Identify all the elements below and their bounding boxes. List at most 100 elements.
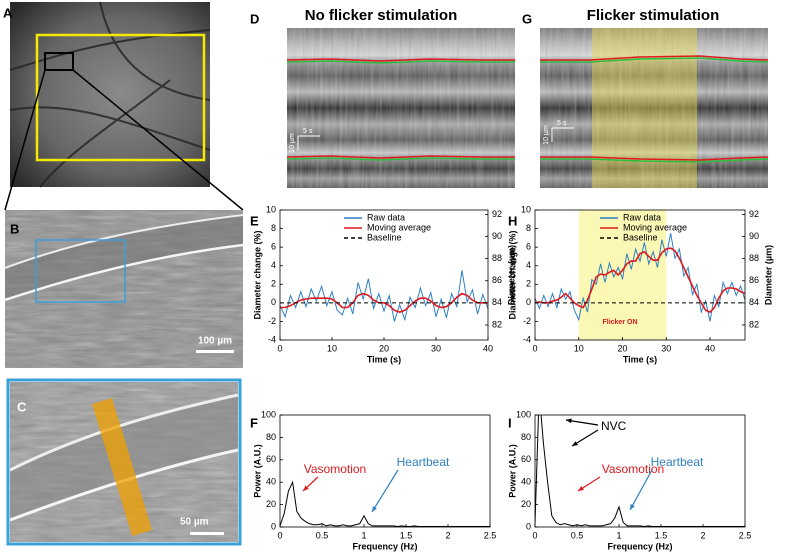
x-tick-label: 2.5: [484, 530, 497, 540]
x-tick-label: 20: [617, 343, 627, 353]
spectrum-line: [280, 480, 490, 527]
plot-frame: [279, 209, 489, 341]
vessel-wall: [10, 393, 238, 472]
vessel: [5, 215, 243, 300]
y2-tick-label: 82: [749, 319, 759, 329]
annotation: Vasomotion: [602, 462, 664, 476]
y2-tick-label: 90: [492, 231, 502, 241]
plot-frame: [534, 414, 746, 528]
x-tick-label: 1: [361, 530, 366, 540]
x-tick-label: 2: [445, 530, 450, 540]
x-tick-label: 2: [700, 530, 705, 540]
x-tick-label: 40: [705, 343, 715, 353]
zoom-box: [44, 52, 74, 71]
x-tick-label: 2.5: [739, 530, 752, 540]
y-tick-label: 0: [271, 521, 276, 531]
y-tick-label: 8: [526, 223, 531, 233]
legend-label: Baseline: [367, 232, 402, 242]
y-axis-label: Power (A.U.): [252, 444, 262, 498]
y-tick-label: 0: [526, 297, 531, 307]
y-tick-label: 8: [271, 223, 276, 233]
edge-trace: [540, 156, 769, 161]
x-tick-label: 10: [327, 343, 337, 353]
legend-label: Raw data: [367, 212, 405, 222]
edge-trace: [286, 157, 515, 161]
scale-label: 100 µm: [198, 336, 232, 347]
y2-tick-label: 92: [749, 209, 759, 219]
y-tick-label: 60: [266, 454, 276, 464]
vessel-wall: [5, 214, 243, 269]
y-tick-label: 2: [271, 279, 276, 289]
panel-label: D: [250, 11, 259, 26]
x-tick-label: 0: [277, 530, 282, 540]
y-tick-label: 80: [266, 432, 276, 442]
scale-label: 5 s: [303, 128, 313, 135]
edge-trace: [540, 55, 769, 61]
plot-area: [280, 480, 490, 527]
y-tick-label: 4: [271, 260, 276, 270]
annotation-arrow: [371, 469, 399, 513]
arrow-head: [566, 418, 572, 424]
x-tick-label: 0: [277, 343, 282, 353]
x-tick-label: 30: [661, 343, 671, 353]
y2-axis-label: Diameter (µm): [763, 245, 773, 305]
panel-label: A: [3, 5, 13, 20]
zoom-line: [4, 69, 46, 211]
y-tick-label: 100: [516, 409, 531, 419]
y2-tick-label: 84: [492, 297, 502, 307]
panel-label: H: [508, 213, 517, 228]
y-tick-label: 10: [521, 204, 531, 214]
arrow-head: [578, 486, 584, 491]
y2-tick-label: 86: [492, 275, 502, 285]
arrow-head: [572, 441, 578, 446]
flicker-shade: [592, 28, 697, 188]
series-line: [280, 292, 488, 313]
plot-area: [280, 270, 488, 322]
annotation: Heartbeat: [651, 455, 704, 469]
y2-tick-label: 88: [749, 253, 759, 263]
x-tick-label: 40: [483, 343, 493, 353]
edge-trace: [540, 57, 769, 63]
y-tick-label: 20: [521, 499, 531, 509]
y-tick-label: 60: [521, 454, 531, 464]
plot-area: [535, 233, 745, 322]
annotation-arrow: [629, 469, 653, 511]
arrow-head: [630, 504, 635, 510]
y-tick-label: 20: [266, 499, 276, 509]
zoom-line: [72, 69, 244, 211]
x-axis-label: Time (s): [367, 354, 401, 364]
x-axis-label: Time (s): [623, 354, 657, 364]
annotation: NVC: [601, 419, 627, 433]
y-tick-label: 0: [271, 297, 276, 307]
x-tick-label: 0: [532, 530, 537, 540]
plot-frame: [279, 414, 491, 528]
y2-tick-label: 84: [749, 297, 759, 307]
panel-border: [6, 378, 242, 546]
x-tick-label: 0.5: [316, 530, 329, 540]
y-tick-label: -2: [268, 316, 276, 326]
series-line: [535, 247, 745, 314]
panel-label: E: [250, 213, 259, 228]
y-axis-label: Diameter change (%): [252, 230, 262, 319]
edge-trace: [286, 60, 515, 64]
x-tick-label: 1: [616, 530, 621, 540]
panel-title: No flicker stimulation: [305, 7, 458, 24]
y2-tick-label: 90: [749, 231, 759, 241]
edge-trace: [286, 155, 515, 159]
edge-trace: [286, 58, 515, 62]
edge-trace: [540, 158, 769, 163]
panel-label: B: [10, 221, 19, 236]
y-axis-label: Diameter change (%): [507, 230, 517, 319]
x-tick-label: 0: [532, 343, 537, 353]
arrow-head: [303, 485, 309, 491]
y-tick-label: 10: [266, 204, 276, 214]
panel-label: F: [250, 415, 258, 430]
y2-axis-label: Diameter (µm): [506, 245, 516, 305]
plot-frame: [534, 209, 746, 341]
y-tick-label: 40: [521, 477, 531, 487]
vessel-wall: [5, 243, 243, 302]
y2-tick-label: 88: [492, 253, 502, 263]
annotation: Flicker ON: [602, 319, 637, 326]
y-tick-label: 2: [526, 279, 531, 289]
